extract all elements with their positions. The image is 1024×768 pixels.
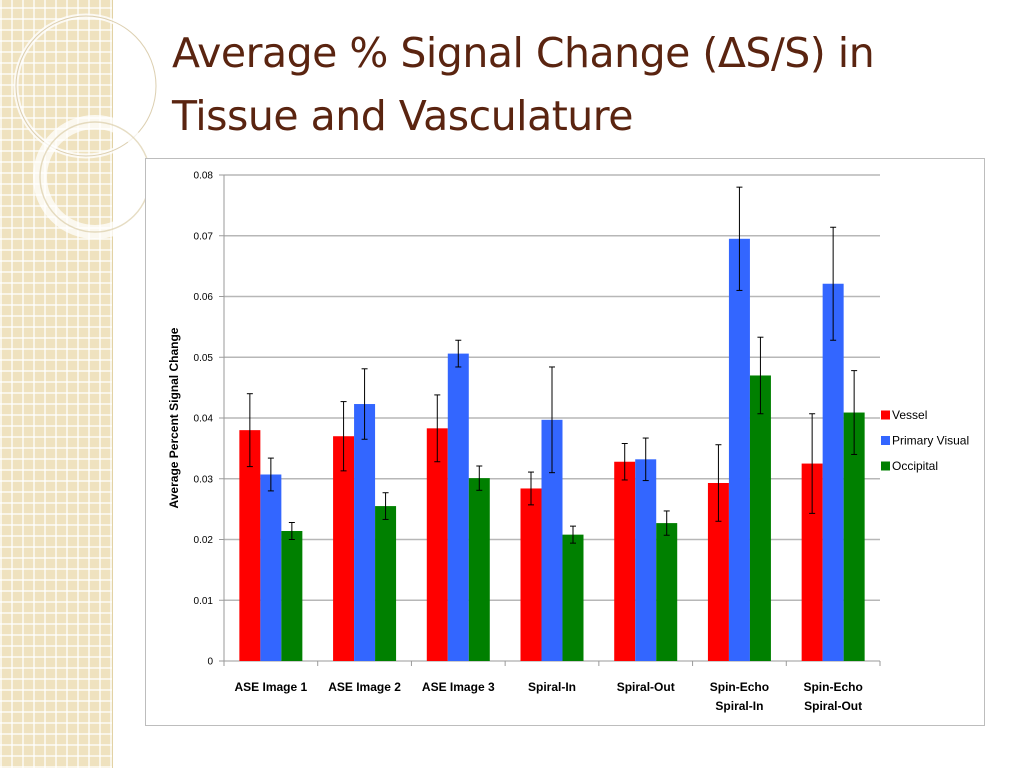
x-tick-label: Spiral-Out bbox=[804, 699, 862, 713]
y-tick-label: 0.04 bbox=[194, 414, 214, 425]
bar-primary-visual bbox=[635, 459, 657, 661]
x-tick-label: ASE Image 2 bbox=[328, 680, 401, 694]
chart-frame: 0 0.01 0.02 0.03 0.04 0.05 0.06 0.07 0.08 Average… bbox=[145, 158, 985, 726]
y-tick-label: 0.03 bbox=[194, 474, 214, 485]
bar-vessel bbox=[239, 430, 261, 661]
bar-vessel bbox=[426, 428, 448, 661]
y-tick-label: 0.06 bbox=[194, 292, 214, 303]
y-tick-label: 0.08 bbox=[194, 171, 214, 182]
bar-chart: 0 0.01 0.02 0.03 0.04 0.05 0.06 0.07 0.08 Average… bbox=[167, 171, 969, 714]
bar-primary-visual bbox=[728, 238, 750, 661]
legend-label: Occipital bbox=[892, 459, 938, 473]
y-tick-label: 0.02 bbox=[194, 535, 214, 546]
bar-primary-visual bbox=[260, 474, 282, 661]
bar-occipital bbox=[843, 412, 865, 661]
x-tick-label: Spin-Echo bbox=[710, 680, 769, 694]
legend-label: Vessel bbox=[892, 408, 927, 422]
bar-vessel bbox=[333, 436, 355, 661]
bar-primary-visual bbox=[822, 283, 844, 661]
legend-swatch bbox=[881, 436, 890, 445]
legend-swatch bbox=[881, 410, 890, 420]
slide-title-line-1: Average % Signal Change (ΔS/S) in bbox=[172, 29, 875, 77]
bar-occipital bbox=[468, 478, 490, 661]
bar-occipital bbox=[562, 534, 584, 661]
y-tick-label: 0.01 bbox=[194, 596, 214, 607]
bar-primary-visual bbox=[541, 419, 563, 661]
bar-vessel bbox=[707, 483, 729, 661]
bar-primary-visual bbox=[447, 353, 469, 661]
y-axis-label: Average Percent Signal Change bbox=[167, 327, 181, 508]
decorative-rings bbox=[13, 13, 159, 239]
y-tick-label: 0 bbox=[207, 657, 213, 668]
bar-occipital bbox=[656, 523, 678, 661]
x-tick-label: Spin-Echo bbox=[803, 680, 862, 694]
bar-vessel bbox=[801, 463, 823, 661]
x-tick-label: ASE Image 1 bbox=[235, 680, 308, 694]
bar-vessel bbox=[614, 461, 636, 661]
legend-swatch bbox=[881, 461, 890, 471]
slide-title-line-2: Tissue and Vasculature bbox=[172, 92, 633, 140]
x-tick-label: Spiral-In bbox=[528, 680, 576, 694]
x-tick-label: Spiral-In bbox=[715, 699, 763, 713]
legend-label: Primary Visual bbox=[892, 434, 969, 448]
bar-occipital bbox=[281, 530, 303, 661]
y-tick-label: 0.05 bbox=[194, 353, 214, 364]
y-tick-label: 0.07 bbox=[194, 231, 214, 242]
bar-occipital bbox=[375, 506, 397, 661]
bar-occipital bbox=[749, 375, 771, 661]
x-tick-label: Spiral-Out bbox=[617, 680, 675, 694]
bar-primary-visual bbox=[354, 404, 376, 661]
x-tick-label: ASE Image 3 bbox=[422, 680, 495, 694]
slide-title: Average % Signal Change (ΔS/S) in Tissue… bbox=[172, 22, 992, 148]
bar-vessel bbox=[520, 488, 542, 661]
